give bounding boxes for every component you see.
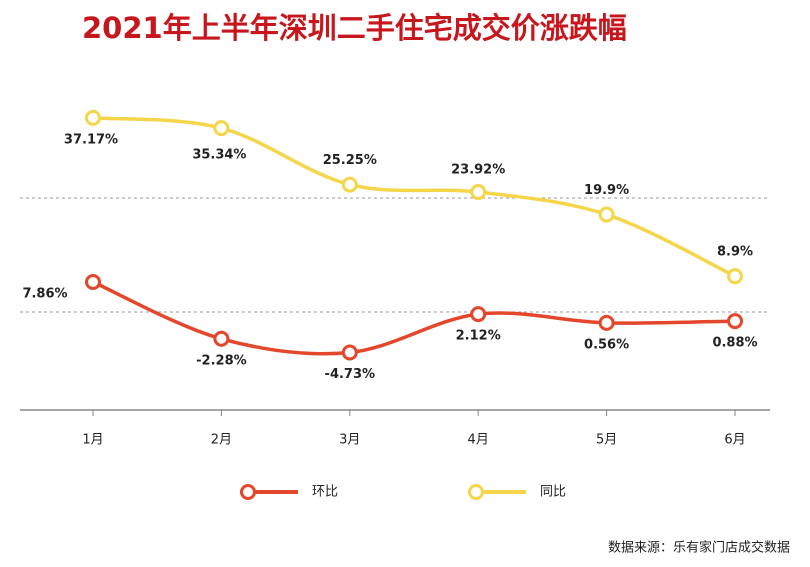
point <box>470 306 487 323</box>
x-tick-label: 5月 <box>596 433 617 448</box>
point <box>727 313 743 330</box>
x-tick-label: 1月 <box>82 433 103 448</box>
data-label: 25.25% <box>323 153 377 168</box>
x-tick-label: 2月 <box>211 433 232 448</box>
legend-marker <box>468 484 484 500</box>
data-label: 8.9% <box>717 245 753 260</box>
x-tick-label: 3月 <box>339 433 360 448</box>
legend-marker <box>240 484 256 500</box>
point <box>598 206 615 223</box>
data-label: 7.86% <box>22 286 67 301</box>
point <box>85 273 101 290</box>
point <box>213 120 230 137</box>
source-note: 数据来源：乐有家门店成交数据 <box>608 540 790 556</box>
point <box>341 176 358 193</box>
data-label: 2.12% <box>456 329 501 344</box>
data-label: 37.17% <box>64 132 118 147</box>
line <box>92 280 736 356</box>
data-label: 35.34% <box>192 148 246 163</box>
point <box>470 184 487 201</box>
point <box>727 268 743 285</box>
data-label: 0.88% <box>712 336 757 351</box>
point <box>85 109 101 126</box>
data-label: 19.9% <box>584 183 629 198</box>
point <box>341 344 358 361</box>
legend-label: 同比 <box>540 485 566 500</box>
point <box>598 314 615 331</box>
x-tick-label: 4月 <box>468 433 489 448</box>
data-label: 0.56% <box>584 337 629 352</box>
point <box>213 330 230 347</box>
x-tick-label: 6月 <box>724 433 745 448</box>
data-label: -2.28% <box>196 353 247 368</box>
legend-label: 环比 <box>312 485 338 500</box>
chart-title: 2021年上半年深圳二手住宅成交价涨跌幅 <box>82 11 627 45</box>
data-label: -4.73% <box>325 367 376 382</box>
data-label: 23.92% <box>451 163 505 178</box>
line <box>92 116 736 278</box>
